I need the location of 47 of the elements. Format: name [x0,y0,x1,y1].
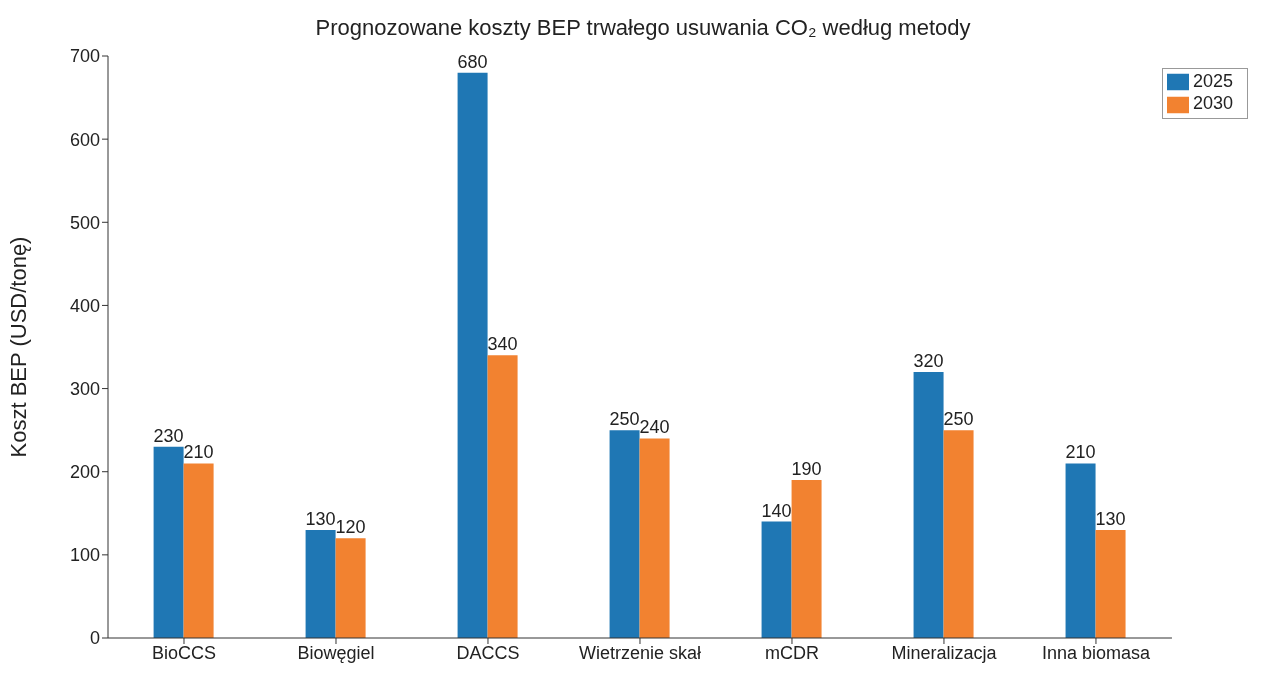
bar [943,430,974,638]
x-tick-label: BioCCS [151,642,217,663]
bar [305,529,336,638]
bar [639,438,670,638]
data-label: 130 [305,508,336,529]
x-tick-label: Mineralizacja [891,642,998,663]
bar [791,480,822,638]
y-tick-label: 200 [69,462,100,483]
data-label: 210 [183,442,214,463]
x-tick-label: Inna biomasa [1041,642,1151,663]
bar [335,538,366,638]
x-tick-label: Biowęgiel [297,642,375,663]
data-label: 230 [153,425,184,446]
bar [761,521,792,638]
data-label: 210 [1065,442,1096,463]
bar [913,371,944,638]
x-tick-label: DACCS [456,642,520,663]
data-label: 250 [943,409,974,430]
data-label: 240 [639,417,670,438]
legend-label: 2025 [1192,71,1233,91]
data-label: 140 [761,500,792,521]
y-tick-label: 300 [69,378,100,399]
y-tick-label: 100 [69,545,100,566]
data-label: 680 [457,51,488,72]
y-tick-label: 500 [69,212,100,233]
bar [1095,529,1126,638]
legend-label: 2030 [1192,93,1233,114]
y-tick-label: 400 [69,295,100,316]
bar [487,355,518,638]
data-label: 130 [1095,508,1126,529]
x-tick-label: Wietrzenie skał [578,642,701,663]
y-tick-label: 0 [89,628,100,649]
x-tick-label: mCDR [764,642,819,663]
bar [153,446,184,638]
bar [183,463,214,638]
y-axis-title: Koszt BEP (USD/tonę) [5,236,31,458]
bar [609,430,640,638]
chart-title: Prognozowane koszty BEP trwałego usuwania CO₂ według metody [314,14,972,42]
data-label: 190 [791,459,822,480]
bar [457,72,488,638]
data-label: 320 [913,350,944,371]
bar [1065,463,1096,638]
data-label: 250 [609,409,640,430]
data-label: 120 [335,517,366,538]
y-tick-label: 600 [69,129,100,150]
data-label: 340 [487,334,518,355]
y-tick-label: 700 [69,46,100,67]
